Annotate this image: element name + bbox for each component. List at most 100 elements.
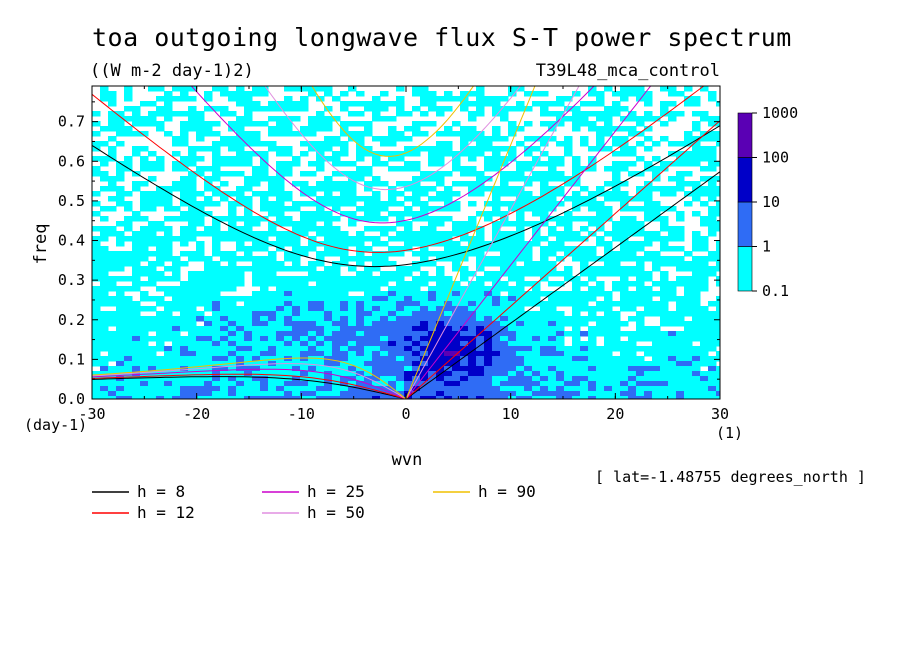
colorbar-segment bbox=[737, 201, 753, 247]
heatmap-cell bbox=[476, 376, 485, 382]
heatmap-cell bbox=[156, 301, 165, 307]
heatmap-cell bbox=[420, 326, 429, 332]
heatmap-cell bbox=[716, 226, 720, 232]
heatmap-cell bbox=[468, 221, 477, 227]
heatmap-cell bbox=[284, 326, 293, 332]
heatmap-cell bbox=[348, 256, 357, 262]
heatmap-cell bbox=[372, 351, 381, 357]
heatmap-cell bbox=[276, 291, 285, 297]
heatmap-cell bbox=[596, 386, 605, 392]
heatmap-cell bbox=[628, 116, 637, 122]
heatmap-cell bbox=[180, 391, 189, 397]
heatmap-cell bbox=[316, 281, 325, 287]
heatmap-cell bbox=[692, 256, 701, 262]
heatmap-cell bbox=[612, 126, 621, 132]
heatmap-cell bbox=[396, 281, 405, 287]
heatmap-cell bbox=[260, 156, 269, 162]
heatmap-cell bbox=[228, 276, 237, 282]
heatmap-cell bbox=[364, 366, 373, 372]
heatmap-cell bbox=[516, 341, 525, 347]
heatmap-cell bbox=[220, 336, 229, 342]
heatmap-cell bbox=[404, 331, 413, 337]
heatmap-cell bbox=[588, 306, 597, 312]
heatmap-cell bbox=[348, 321, 357, 327]
y-tick-label: 0.1 bbox=[58, 350, 85, 368]
heatmap-cell bbox=[348, 276, 357, 282]
heatmap-cell bbox=[108, 226, 117, 232]
heatmap-cell bbox=[412, 146, 421, 152]
heatmap-cell bbox=[700, 136, 709, 142]
heatmap-cell bbox=[404, 346, 413, 352]
heatmap-cell bbox=[156, 271, 165, 277]
heatmap-cell bbox=[588, 316, 597, 322]
heatmap-cell bbox=[156, 241, 165, 247]
heatmap-cell bbox=[412, 286, 421, 292]
heatmap-cell bbox=[388, 386, 397, 392]
heatmap-cell bbox=[212, 321, 221, 327]
heatmap-cell bbox=[468, 341, 477, 347]
heatmap-cell bbox=[500, 306, 509, 312]
heatmap-cell bbox=[260, 231, 269, 237]
colorbar-label: 100 bbox=[762, 149, 789, 167]
heatmap-cell bbox=[420, 391, 429, 397]
colorbar-label: 10 bbox=[762, 193, 780, 211]
heatmap-cell bbox=[220, 251, 229, 257]
heatmap-cell bbox=[436, 351, 445, 357]
heatmap-cell bbox=[212, 156, 221, 162]
heatmap-cell bbox=[300, 301, 309, 307]
heatmap-cell bbox=[444, 391, 453, 397]
heatmap-cell bbox=[380, 376, 389, 382]
heatmap-cell bbox=[388, 226, 397, 232]
heatmap-cell bbox=[116, 351, 125, 357]
heatmap-cell bbox=[564, 106, 573, 112]
heatmap-cell bbox=[276, 216, 285, 222]
heatmap-cell bbox=[188, 216, 197, 222]
heatmap-cell bbox=[308, 321, 317, 327]
heatmap-cell bbox=[452, 396, 461, 399]
heatmap-cell bbox=[228, 121, 237, 127]
heatmap-cell bbox=[452, 336, 461, 342]
heatmap-cell bbox=[292, 336, 301, 342]
heatmap-cell bbox=[444, 281, 453, 287]
heatmap-cell bbox=[324, 231, 333, 237]
heatmap-cell bbox=[316, 351, 325, 357]
heatmap-cell bbox=[716, 321, 720, 327]
heatmap-cell bbox=[124, 336, 133, 342]
heatmap-cell bbox=[244, 396, 253, 399]
heatmap-cell bbox=[692, 366, 701, 372]
heatmap-cell bbox=[548, 316, 557, 322]
heatmap-cell bbox=[692, 371, 701, 377]
heatmap-cell bbox=[92, 211, 101, 217]
heatmap-cell bbox=[236, 126, 245, 132]
heatmap-cell bbox=[92, 276, 101, 282]
heatmap-cell bbox=[276, 311, 285, 317]
heatmap-cell bbox=[708, 191, 717, 197]
heatmap-cell bbox=[308, 266, 317, 272]
heatmap-cell bbox=[716, 316, 720, 322]
heatmap-cell bbox=[324, 191, 333, 197]
heatmap-cell bbox=[636, 396, 645, 399]
heatmap-cell bbox=[444, 131, 453, 137]
heatmap-cell bbox=[244, 356, 253, 362]
heatmap-cell bbox=[700, 241, 709, 247]
heatmap-cell bbox=[252, 341, 261, 347]
heatmap-cell bbox=[556, 271, 565, 277]
heatmap-cell bbox=[588, 346, 597, 352]
heatmap-cell bbox=[124, 206, 133, 212]
heatmap-cell bbox=[124, 116, 133, 122]
heatmap-cell bbox=[324, 241, 333, 247]
heatmap-cell bbox=[620, 341, 629, 347]
heatmap-cell bbox=[92, 331, 101, 337]
heatmap-cell bbox=[348, 326, 357, 332]
heatmap-cell bbox=[444, 331, 453, 337]
heatmap-cell bbox=[268, 231, 277, 237]
heatmap-cell bbox=[532, 301, 541, 307]
heatmap-cell bbox=[180, 181, 189, 187]
heatmap-cell bbox=[140, 121, 149, 127]
heatmap-cell bbox=[444, 376, 453, 382]
heatmap-cell bbox=[588, 336, 597, 342]
heatmap-cell bbox=[420, 216, 429, 222]
heatmap-cell bbox=[244, 386, 253, 392]
heatmap-cell bbox=[300, 321, 309, 327]
heatmap-cell bbox=[148, 326, 157, 332]
